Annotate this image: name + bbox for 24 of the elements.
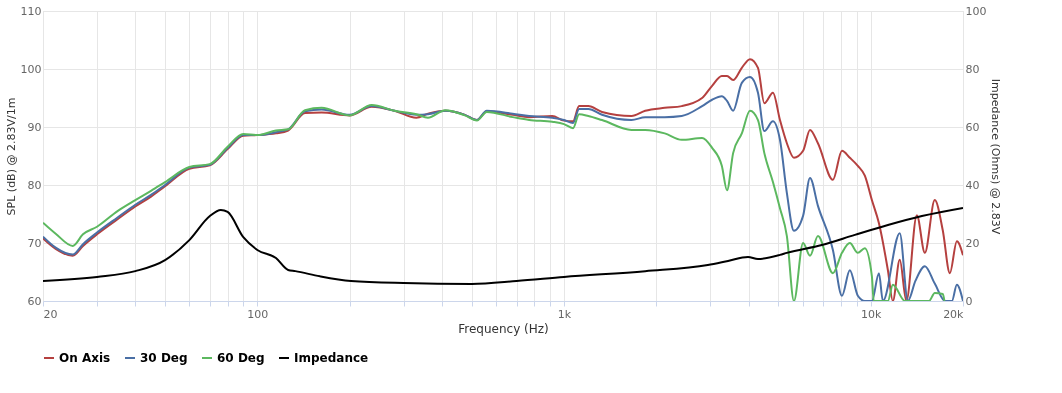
y2-axis-title: Impedance (Ohms) @ 2.83V <box>989 78 1003 235</box>
y2-tick-label: 60 <box>965 120 980 134</box>
x-axis-title: Frequency (Hz) <box>458 321 549 336</box>
legend-label: On Axis <box>59 351 111 365</box>
y-tick-label: 110 <box>20 4 42 18</box>
y-tick-label: 100 <box>20 62 42 76</box>
x-tick-label: 1k <box>557 307 572 321</box>
x-tick-label: 20k <box>943 307 965 321</box>
y-tick-label: 80 <box>27 178 42 192</box>
y2-tick-label: 80 <box>965 62 980 76</box>
y-axis-title: SPL (dB) @ 2.83V/1m <box>4 97 18 216</box>
y-tick-label: 90 <box>27 120 42 134</box>
y2-tick-label: 0 <box>965 294 973 308</box>
legend-label: 60 Deg <box>217 351 265 365</box>
y2-tick-label: 100 <box>965 4 987 18</box>
legend-label: 30 Deg <box>140 351 188 365</box>
x-tick-label: 100 <box>247 307 269 321</box>
y2-tick-label: 40 <box>965 178 980 192</box>
y-tick-label: 60 <box>27 294 42 308</box>
legend-label: Impedance <box>294 351 369 365</box>
y2-tick-label: 20 <box>965 236 980 250</box>
y-tick-label: 70 <box>27 236 42 250</box>
x-tick-label: 10k <box>861 307 882 321</box>
x-tick-label: 20 <box>43 307 58 321</box>
